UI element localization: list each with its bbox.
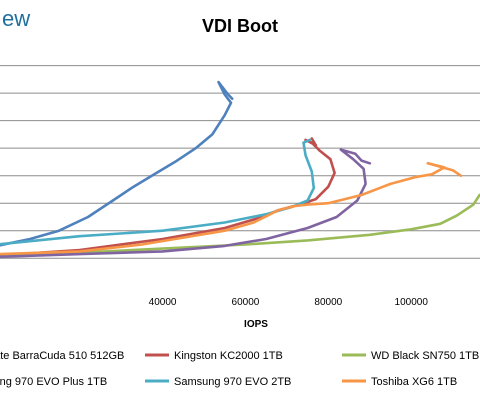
legend-label: Samsung 970 EVO 2TB: [174, 376, 291, 388]
x-tick-label: 60000: [232, 297, 260, 308]
series-line-4: [0, 138, 316, 246]
legend-label: Kingston KC2000 1TB: [174, 350, 283, 362]
x-tick-label: 40000: [149, 297, 177, 308]
series-lines: [0, 80, 480, 259]
gridlines: [0, 65, 480, 259]
series-line-5: [0, 162, 463, 256]
legend: gate BarraCuda 510 512GB Kingston KC2000 …: [0, 350, 479, 388]
legend-label: Toshiba XG6 1TB: [371, 376, 457, 388]
logo-text: ew: [2, 6, 30, 31]
legend-label: sung 970 EVO Plus 1TB: [0, 376, 107, 388]
series-line-0: [0, 80, 234, 247]
chart-title: VDI Boot: [202, 16, 278, 36]
series-line-3: [0, 148, 372, 259]
x-tick-label: 100000: [395, 297, 429, 308]
x-axis-label: IOPS: [244, 319, 268, 330]
series-line-2: [0, 193, 480, 259]
x-tick-labels: 0400006000080000100000: [0, 297, 428, 308]
legend-label: WD Black SN750 1TB: [371, 350, 479, 362]
x-tick-label: 80000: [314, 297, 342, 308]
legend-label: gate BarraCuda 510 512GB: [0, 350, 124, 362]
